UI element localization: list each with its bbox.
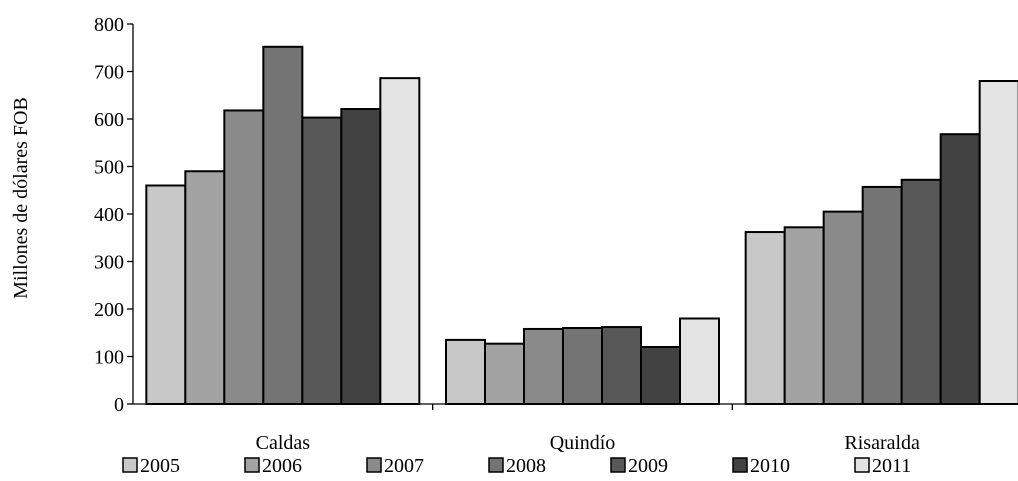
y-tick-label: 200	[94, 299, 124, 321]
y-tick-label: 600	[94, 109, 124, 131]
legend-label-2011: 2011	[872, 455, 911, 477]
y-tick-label: 800	[94, 14, 124, 36]
legend-swatch-2006	[244, 457, 260, 473]
x-category-label: Caldas	[256, 432, 311, 454]
legend-label-2005: 2005	[140, 455, 180, 477]
legend-swatch-2007	[366, 457, 382, 473]
bar-2007-risaralda	[822, 210, 864, 405]
bar-2008-quindío	[562, 327, 603, 405]
bar-2008-risaralda	[861, 185, 903, 405]
y-axis-label: Millones de dólares FOB	[10, 97, 32, 299]
y-tick-label: 400	[94, 204, 124, 226]
x-category-label: Quindío	[550, 432, 616, 454]
bar-2008-caldas	[262, 45, 304, 406]
bar-2010-quindío	[640, 346, 681, 405]
legend: 2005 2006 2007 2008 2009 2010 2011	[122, 455, 911, 477]
legend-swatch-2005	[122, 457, 138, 473]
bar-2006-quindío	[484, 342, 525, 405]
bar-2006-risaralda	[783, 226, 825, 405]
bar-2005-risaralda	[744, 231, 786, 405]
legend-label-2009: 2009	[628, 455, 668, 477]
legend-label-2010: 2010	[750, 455, 790, 477]
bar-2005-quindío	[445, 338, 486, 405]
bar-2009-risaralda	[900, 178, 942, 405]
bar-2011-quindío	[679, 317, 720, 405]
bar-2011-caldas	[379, 77, 421, 406]
legend-label-2006: 2006	[262, 455, 302, 477]
bar-2011-risaralda	[978, 80, 1018, 405]
bar-2009-quindío	[601, 326, 642, 405]
y-tick-label: 700	[94, 62, 124, 84]
x-axis: Caldas Quindío Risaralda	[133, 403, 1018, 454]
bar-2007-quindío	[523, 327, 564, 406]
y-axis: 0 100 200 300 400 500 600 700 800	[94, 14, 134, 416]
bar-2009-caldas	[301, 116, 343, 405]
y-tick-label: 0	[114, 394, 124, 416]
y-tick-label: 500	[94, 157, 124, 179]
bar-2005-caldas	[145, 184, 187, 405]
legend-swatch-2008	[488, 457, 504, 473]
x-category-label: Risaralda	[844, 432, 920, 454]
legend-label-2008: 2008	[506, 455, 546, 477]
legend-label-2007: 2007	[384, 455, 424, 477]
plot-area	[145, 45, 1018, 406]
legend-swatch-2009	[610, 457, 626, 473]
y-tick-label: 100	[94, 347, 124, 369]
y-tick-label: 300	[94, 252, 124, 274]
bar-2006-caldas	[184, 170, 226, 405]
legend-swatch-2011	[854, 457, 870, 473]
bar-2007-caldas	[223, 109, 265, 405]
legend-swatch-2010	[732, 457, 748, 473]
bar-2010-risaralda	[939, 133, 981, 405]
bar-2010-caldas	[340, 108, 382, 406]
